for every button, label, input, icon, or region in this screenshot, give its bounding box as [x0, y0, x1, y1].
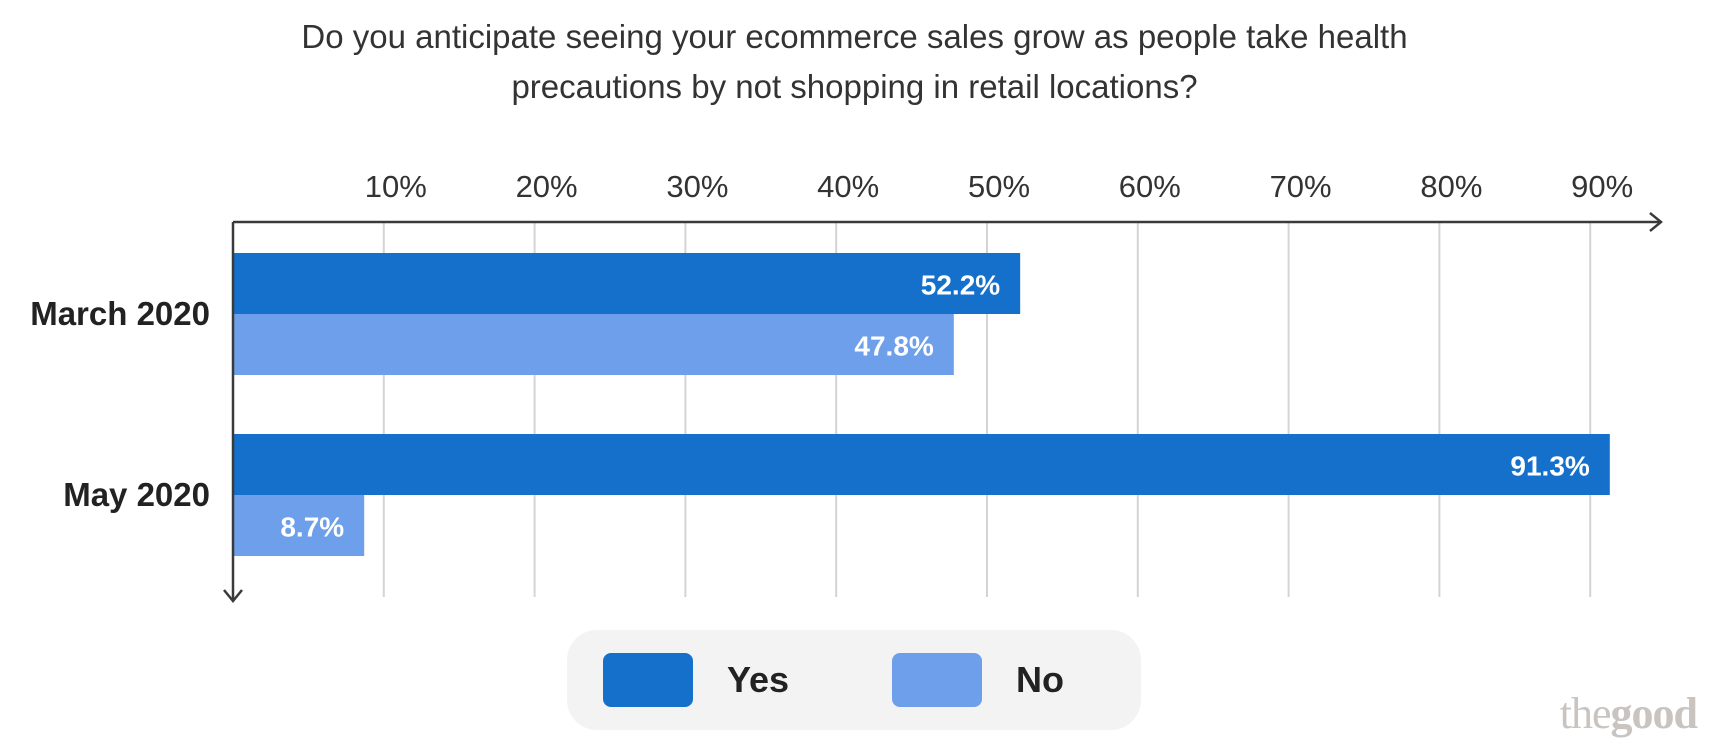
- watermark-the: the: [1559, 689, 1612, 738]
- category-label: March 2020: [30, 295, 210, 332]
- x-tick-label: 70%: [1270, 169, 1332, 204]
- x-tick-label: 80%: [1420, 169, 1482, 204]
- chart-title-line-2: precautions by not shopping in retail lo…: [511, 68, 1198, 105]
- bar-yes: [233, 253, 1021, 314]
- bar-chart: 10% 20% 30% 40% 50% 60% 70% 80% 90% 52.2% 47.8% Mar…: [30, 169, 1663, 603]
- data-label: 8.7%: [280, 512, 344, 543]
- legend-swatch-no: [892, 653, 982, 707]
- x-tick-label: 90%: [1571, 169, 1633, 204]
- category-label: May 2020: [63, 476, 210, 513]
- brand-watermark: thegood: [1559, 688, 1698, 739]
- legend: Yes No: [567, 630, 1141, 730]
- y-axis-arrow: [223, 589, 243, 603]
- watermark-good: good: [1610, 689, 1698, 738]
- data-label: 91.3%: [1510, 451, 1589, 482]
- legend-item-yes: Yes: [603, 652, 789, 708]
- legend-label-no: No: [1016, 659, 1064, 700]
- data-label: 52.2%: [921, 270, 1000, 301]
- legend-swatch-yes: [603, 653, 693, 707]
- x-tick-label: 60%: [1119, 169, 1181, 204]
- x-tick-label: 20%: [516, 169, 578, 204]
- data-label: 47.8%: [854, 331, 933, 362]
- chart-title-line-1: Do you anticipate seeing your ecommerce …: [301, 18, 1408, 55]
- legend-label-yes: Yes: [727, 659, 790, 700]
- x-axis-arrow: [1649, 212, 1663, 232]
- bar-yes: [233, 434, 1610, 495]
- chart-title: Do you anticipate seeing your ecommerce …: [0, 12, 1709, 112]
- x-tick-label: 50%: [968, 169, 1030, 204]
- legend-item-no: No: [892, 652, 1064, 708]
- x-tick-label: 30%: [666, 169, 728, 204]
- bar-no: [233, 314, 954, 375]
- x-tick-label: 40%: [817, 169, 879, 204]
- bar-no: [233, 495, 365, 556]
- x-tick-label: 10%: [365, 169, 427, 204]
